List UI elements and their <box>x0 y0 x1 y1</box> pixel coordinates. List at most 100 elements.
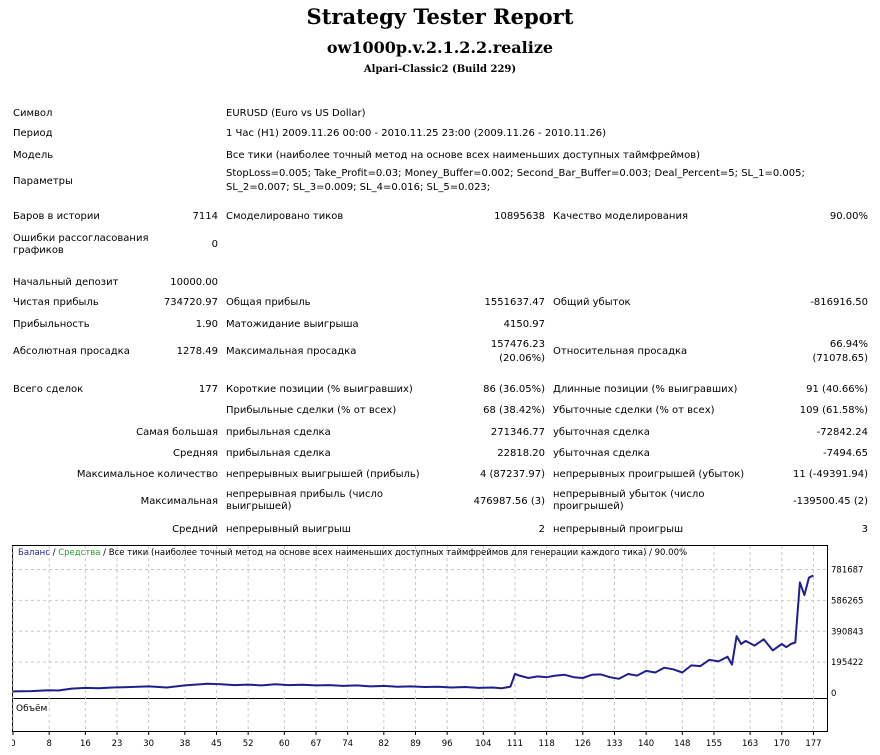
x-tick-label: 163 <box>742 739 758 749</box>
y-tick-label: 781687 <box>831 566 863 576</box>
x-tick-label: 8 <box>46 739 51 749</box>
deposit-label: Начальный депозит <box>13 277 119 288</box>
y-tick-label: 195422 <box>831 658 863 668</box>
bars-label: Баров в истории <box>13 211 100 222</box>
max-consecutive-profit-label: непрерывная прибыль (число выигрышей) <box>226 489 383 512</box>
chart-frame <box>12 545 828 732</box>
params-line-1: StopLoss=0.005; Take_Profit=0.03; Money_… <box>226 168 805 179</box>
y-tick-label: 390843 <box>831 627 863 637</box>
period-value: 1 Час (H1) 2009.11.26 00:00 - 2010.11.25… <box>226 128 606 139</box>
average-label: Средняя <box>173 448 218 459</box>
x-tick-label: 23 <box>112 739 123 749</box>
period-label: Период <box>13 128 53 139</box>
average-loss-value: -7494.65 <box>823 448 868 459</box>
legend-balance: Баланс <box>18 548 50 558</box>
volume-label: Объём <box>16 704 47 714</box>
total-trades-label: Всего сделок <box>13 384 84 395</box>
largest-loss-value: -72842.24 <box>816 427 868 438</box>
balance-chart: Баланс / Средства / Все тики (наиболее т… <box>12 545 863 749</box>
x-tick-label: 45 <box>211 739 222 749</box>
x-tick-label: 67 <box>311 739 322 749</box>
x-tick-label: 60 <box>279 739 290 749</box>
max-consecutive-losses-label: непрерывных проигрышей (убыток) <box>553 469 745 480</box>
profit-factor-value: 1.90 <box>195 319 218 330</box>
average-consecutive-wins-label: непрерывный выигрыш <box>226 524 351 535</box>
average-consecutive-losses-label: непрерывный проигрыш <box>553 524 684 535</box>
x-tick-label: 177 <box>805 739 821 749</box>
x-tick-label: 133 <box>606 739 622 749</box>
net-profit-label: Чистая прибыль <box>13 297 99 308</box>
profit-trades-value: 68 (38.42%) <box>483 405 545 416</box>
abs-drawdown-value: 1278.49 <box>176 346 218 357</box>
max-consecutive-profit-value: 476987.56 (3) <box>473 496 545 507</box>
loss-trades-label: Убыточные сделки (% от всех) <box>553 405 715 416</box>
y-tick-label: 586265 <box>831 596 863 606</box>
x-tick-label: 74 <box>342 739 353 749</box>
rel-drawdown-percent: 66.94% <box>829 339 868 350</box>
model-value: Все тики (наиболее точный метод на основ… <box>226 150 701 161</box>
average-profit-value: 22818.20 <box>497 448 545 459</box>
max-consecutive-losses-value: 11 (-49391.94) <box>792 469 868 480</box>
x-tick-label: 82 <box>378 739 389 749</box>
ticks-label: Смоделировано тиков <box>226 211 344 222</box>
legend-sep: / <box>50 548 58 558</box>
short-positions-value: 86 (36.05%) <box>483 384 545 395</box>
quality-label: Качество моделирования <box>553 211 688 222</box>
symbol-value: EURUSD (Euro vs US Dollar) <box>226 108 366 119</box>
max-consecutive-loss-value: -139500.45 (2) <box>792 496 868 507</box>
x-tick-label: 96 <box>442 739 453 749</box>
chart-legend: Баланс / Средства / Все тики (наиболее т… <box>18 548 687 558</box>
average-consecutive-label: Средний <box>172 524 218 535</box>
x-tick-label: 148 <box>674 739 690 749</box>
report-title: Strategy Tester Report <box>306 4 574 29</box>
maximal-label: Максимальная <box>140 496 218 507</box>
ticks-value: 10895638 <box>494 211 545 222</box>
deposit-value: 10000.00 <box>170 277 218 288</box>
x-tick-label: 38 <box>179 739 190 749</box>
max-drawdown-percent: (20.06%) <box>499 353 545 364</box>
total-trades-value: 177 <box>198 384 218 395</box>
x-tick-label: 111 <box>507 739 523 749</box>
largest-profit-label: прибыльная сделка <box>226 427 331 438</box>
average-loss-label: убыточная сделка <box>553 448 650 459</box>
average-consecutive-losses-value: 3 <box>861 524 868 535</box>
x-tick-label: 89 <box>410 739 421 749</box>
params-label: Параметры <box>13 176 73 187</box>
net-profit-value: 734720.97 <box>163 297 218 308</box>
mismatch-label: Ошибки рассогласования графиков <box>13 233 149 256</box>
payoff-value: 4150.97 <box>503 319 545 330</box>
expert-name: ow1000p.v.2.1.2.2.realize <box>326 38 554 57</box>
x-tick-label: 170 <box>774 739 790 749</box>
largest-loss-label: убыточная сделка <box>553 427 650 438</box>
abs-drawdown-label: Абсолютная просадка <box>13 346 130 357</box>
x-tick-label: 118 <box>539 739 555 749</box>
mismatch-value: 0 <box>211 239 218 250</box>
max-count-label: Максимальное количество <box>76 469 218 480</box>
x-tick-label: 155 <box>706 739 722 749</box>
gross-loss-label: Общий убыток <box>553 297 631 308</box>
gross-loss-value: -816916.50 <box>810 297 868 308</box>
model-label: Модель <box>13 150 54 161</box>
largest-profit-value: 271346.77 <box>490 427 545 438</box>
x-tick-label: 30 <box>143 739 154 749</box>
long-positions-value: 91 (40.66%) <box>806 384 868 395</box>
max-drawdown-value: 157476.23 <box>490 339 545 350</box>
x-tick-label: 126 <box>575 739 591 749</box>
rel-drawdown-label: Относительная просадка <box>553 346 688 357</box>
x-tick-label: 140 <box>638 739 654 749</box>
gross-profit-value: 1551637.47 <box>484 297 545 308</box>
largest-label: Самая большая <box>136 427 218 438</box>
average-consecutive-wins-value: 2 <box>538 524 545 535</box>
x-tick-label: 52 <box>243 739 254 749</box>
x-tick-label: 16 <box>80 739 91 749</box>
max-consecutive-wins-label: непрерывных выигрышей (прибыль) <box>226 469 420 480</box>
params-line-2: SL_2=0.007; SL_3=0.009; SL_4=0.016; SL_5… <box>226 182 491 193</box>
symbol-label: Символ <box>13 108 53 119</box>
profit-factor-label: Прибыльность <box>13 319 90 330</box>
gross-profit-label: Общая прибыль <box>226 297 311 308</box>
bars-value: 7114 <box>192 211 218 222</box>
y-tick-label: 0 <box>831 689 836 699</box>
max-consecutive-wins-value: 4 (87237.97) <box>479 469 545 480</box>
rel-drawdown-value: (71078.65) <box>812 353 868 364</box>
payoff-label: Матожидание выигрыша <box>226 319 359 330</box>
